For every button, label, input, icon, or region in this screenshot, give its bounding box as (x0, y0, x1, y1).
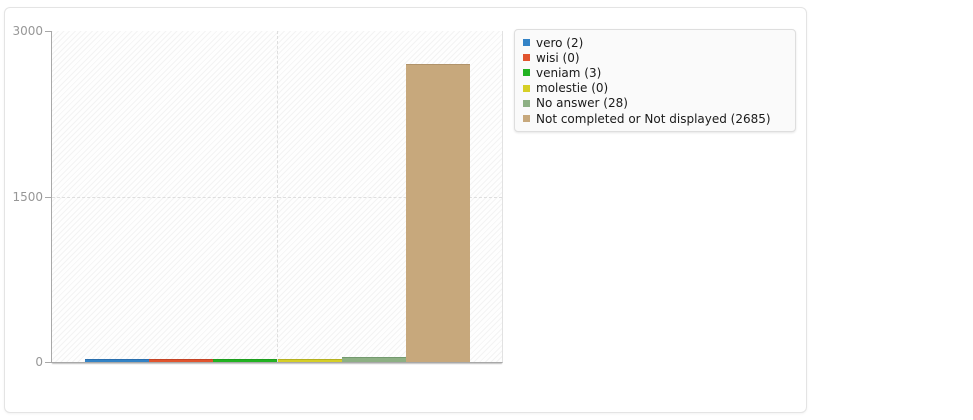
legend-label: wisi (0) (536, 50, 580, 65)
square-swatch-icon (523, 69, 530, 77)
square-swatch-icon (523, 115, 530, 123)
y-tick-label: 1500 (12, 189, 43, 204)
y-tick-mark (45, 196, 51, 198)
bar-molestie (277, 359, 342, 362)
square-swatch-icon (523, 84, 530, 92)
legend-item: vero (2) (523, 35, 791, 50)
y-tick-label: 0 (35, 355, 43, 369)
legend-item: No answer (28) (523, 96, 791, 111)
plot-area (51, 31, 503, 363)
legend-item: veniam (3) (523, 65, 791, 80)
legend-item: Not completed or Not displayed (2685) (523, 111, 791, 126)
y-tick-label: 3000 (12, 24, 43, 38)
legend-item: wisi (0) (523, 50, 791, 65)
legend-label: molestie (0) (536, 81, 609, 96)
square-swatch-icon (523, 54, 530, 62)
square-swatch-icon (523, 39, 530, 47)
y-tick-mark (45, 362, 51, 363)
bar-not-completed-or-not-displayed (405, 64, 470, 362)
square-swatch-icon (523, 99, 530, 107)
bar-vero (85, 359, 150, 362)
legend-item: molestie (0) (523, 81, 791, 96)
y-tick-mark (45, 31, 51, 32)
legend-label: No answer (28) (536, 96, 628, 111)
chart-panel: 0 1500 3000 vero (2) wisi (0) veniam (3) mole… (4, 7, 807, 413)
bar-wisi (149, 359, 214, 362)
bar-no-answer (341, 357, 406, 362)
legend-label: Not completed or Not displayed (2685) (536, 111, 771, 126)
bar-veniam (213, 359, 278, 362)
legend-label: vero (2) (536, 35, 584, 50)
legend-label: veniam (3) (536, 65, 602, 80)
legend: vero (2) wisi (0) veniam (3) molestie (0) No… (514, 29, 796, 133)
vertical-gridline (277, 31, 278, 362)
